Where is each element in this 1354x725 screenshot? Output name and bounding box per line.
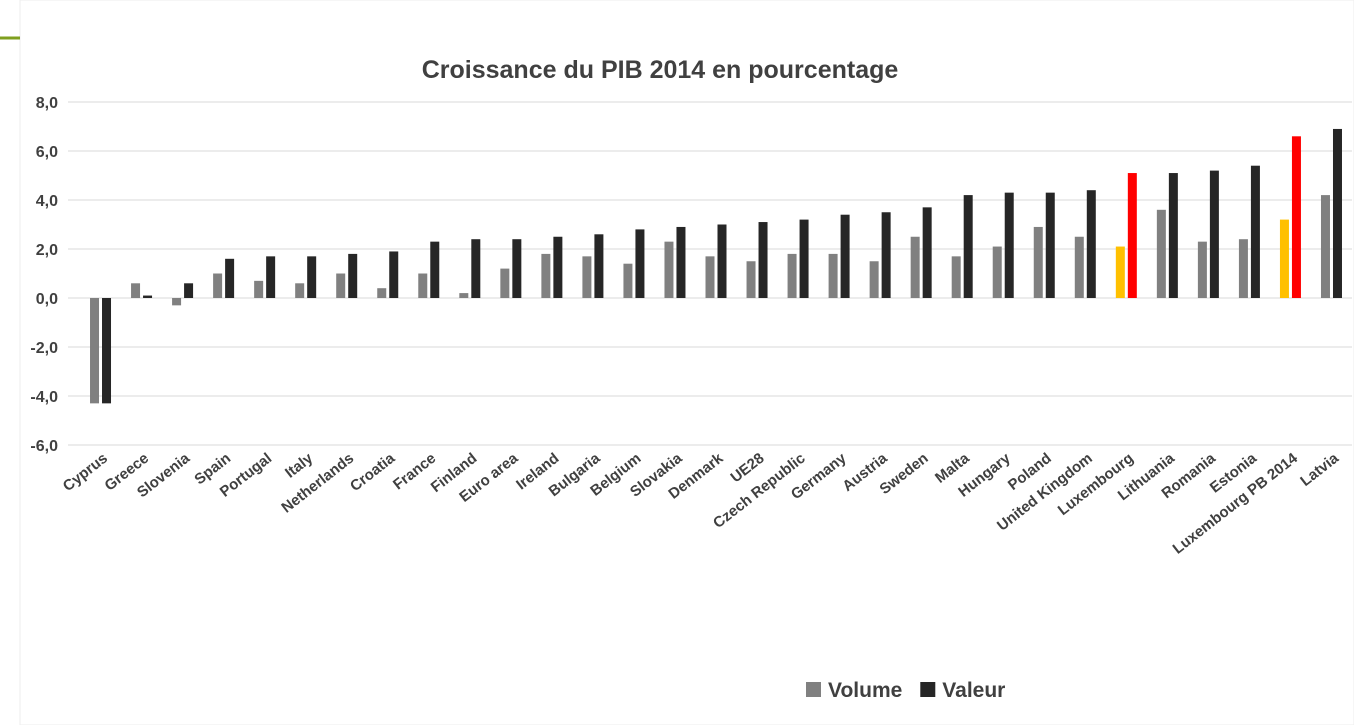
bar [1291, 136, 1301, 298]
bar [1127, 173, 1137, 298]
bar [951, 256, 961, 298]
bar [758, 222, 768, 298]
bar [1250, 165, 1260, 298]
bar [1320, 195, 1330, 298]
bar [1004, 192, 1014, 298]
bar [307, 256, 317, 298]
bar [828, 253, 838, 298]
legend-swatch [920, 682, 936, 697]
bar [623, 263, 633, 298]
legend-label: Volume [828, 679, 902, 702]
y-tick-label: 6,0 [36, 144, 58, 161]
y-tick-label: 0,0 [36, 291, 58, 308]
bar [922, 207, 932, 298]
chart-frame [19, 0, 1354, 725]
legend-swatch [806, 682, 821, 697]
bar [1074, 236, 1084, 298]
bar [172, 298, 182, 306]
bar [213, 273, 223, 298]
y-tick-label: 4,0 [36, 193, 58, 210]
bar [1238, 239, 1248, 298]
bar [295, 283, 305, 298]
bar [717, 224, 727, 298]
bar [1209, 170, 1219, 298]
bar [336, 273, 346, 298]
bar [1045, 192, 1055, 298]
bar [746, 261, 756, 298]
y-tick-label: 2,0 [36, 242, 58, 259]
bar [430, 241, 440, 298]
bar [266, 256, 276, 298]
bar [1332, 128, 1342, 298]
bar [992, 246, 1002, 298]
bar [418, 273, 428, 298]
bar [512, 239, 522, 298]
bar [1033, 226, 1043, 298]
bar [553, 236, 563, 298]
bar [1115, 246, 1125, 298]
bar [90, 298, 100, 404]
bar [143, 295, 153, 298]
bar [582, 256, 592, 298]
chart-title: Croissance du PIB 2014 en pourcentage [422, 56, 899, 84]
bar [840, 214, 850, 298]
bar [541, 253, 551, 298]
bar [869, 261, 879, 298]
bar [676, 226, 686, 298]
bar [881, 212, 891, 298]
bar [500, 268, 510, 298]
bar [635, 229, 645, 298]
bar [705, 256, 715, 298]
bar [664, 241, 674, 298]
y-tick-label: 8,0 [36, 95, 58, 112]
bar [799, 219, 809, 298]
bar [254, 280, 264, 298]
bar [131, 283, 141, 298]
bar [225, 258, 235, 298]
bar [1279, 219, 1289, 298]
bar [377, 288, 387, 298]
bar [910, 236, 920, 298]
y-tick-label: -6,0 [30, 438, 58, 455]
bar [471, 239, 481, 298]
y-tick-label: -4,0 [30, 389, 58, 406]
bar [594, 234, 604, 298]
bar [963, 195, 973, 298]
bar [787, 253, 797, 298]
bar [1156, 209, 1166, 298]
bar [1197, 241, 1207, 298]
bar [459, 293, 469, 298]
legend-label: Valeur [942, 679, 1005, 702]
bar [389, 251, 399, 298]
bar [102, 298, 112, 404]
bar [184, 283, 194, 298]
bar [1168, 173, 1178, 298]
bar [1086, 190, 1096, 298]
y-tick-label: -2,0 [30, 340, 58, 357]
bar [348, 253, 358, 298]
